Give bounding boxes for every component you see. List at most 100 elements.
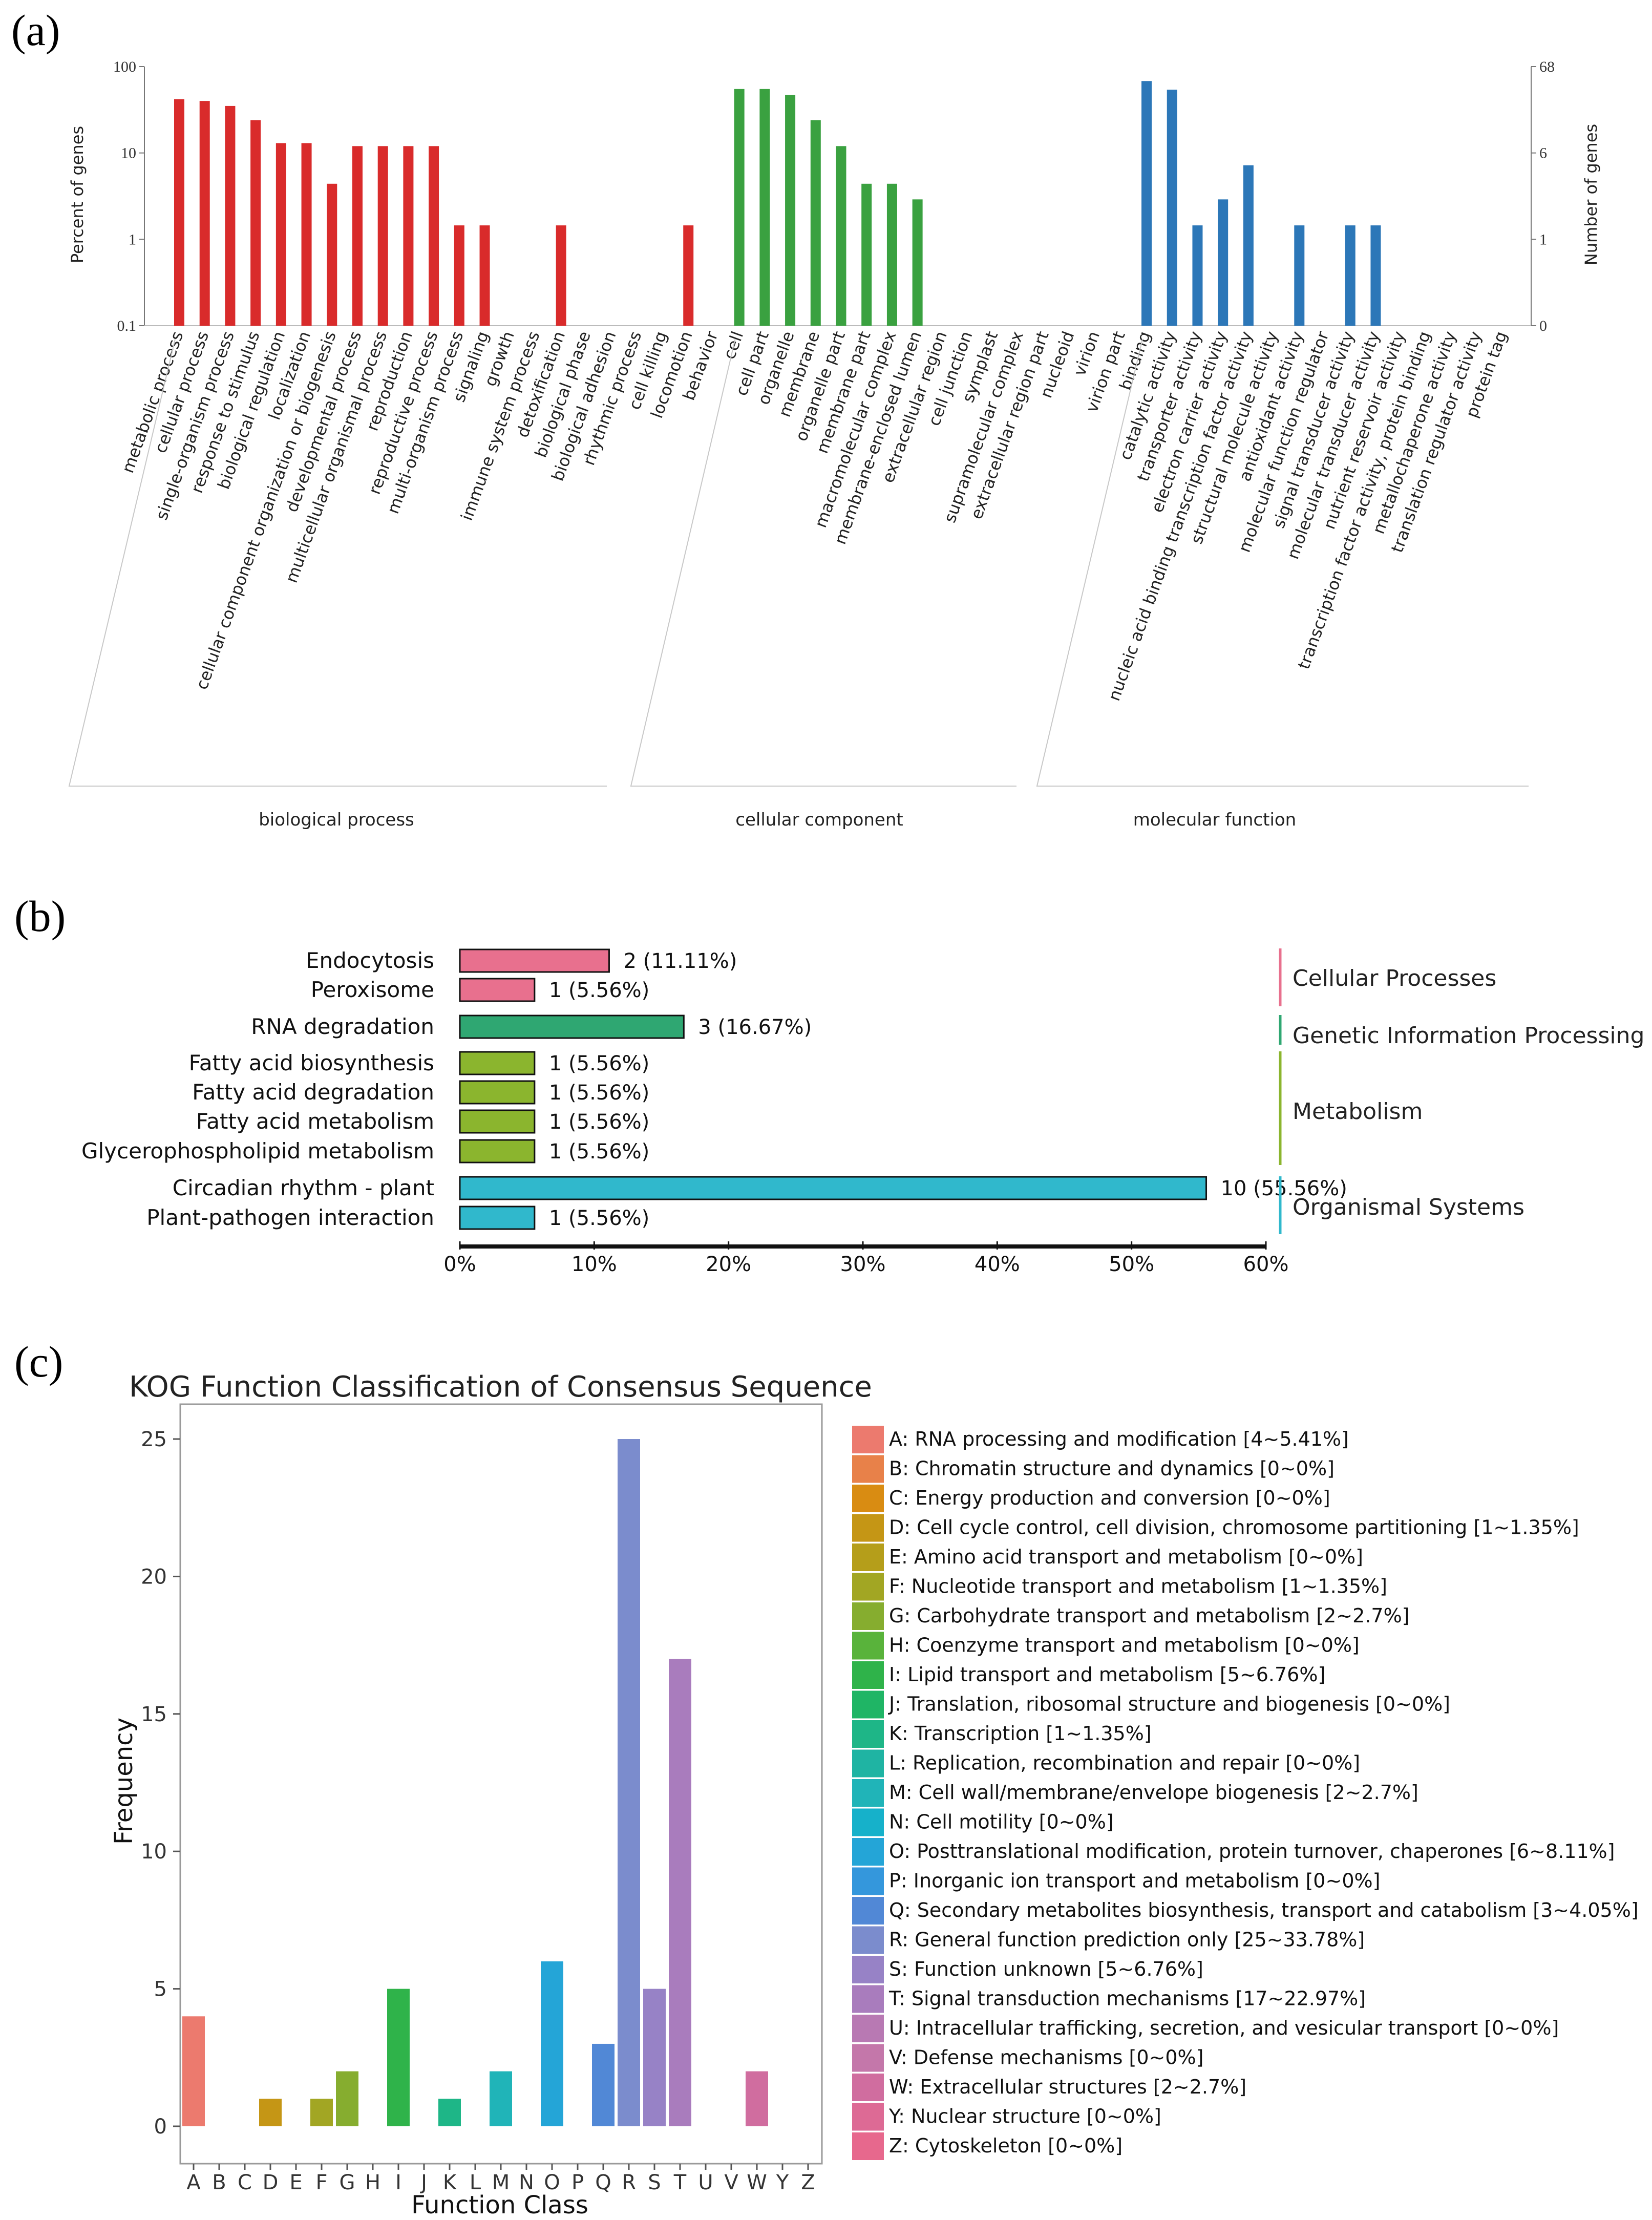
kog-legend-entry: I: Lipid transport and metabolism [5~6.7… [889, 1663, 1325, 1686]
kog-legend-entry: M: Cell wall/membrane/envelope biogenesi… [889, 1781, 1418, 1804]
kog-legend-swatch [852, 1720, 884, 1748]
kog-x-tick-label: K [443, 2171, 457, 2194]
kegg-x-tick-label: 0% [443, 1253, 476, 1276]
kog-legend-entry: W: Extracellular structures [2~2.7%] [889, 2076, 1246, 2098]
kegg-bar [459, 978, 536, 1002]
go-bar [836, 146, 846, 326]
kog-x-tick-label: F [315, 2171, 327, 2194]
kegg-group-label: Metabolism [1293, 1098, 1423, 1125]
kog-x-tick-label: Z [801, 2171, 815, 2194]
kog-legend-entry: F: Nucleotide transport and metabolism [… [889, 1575, 1387, 1598]
kog-legend-swatch [852, 1956, 884, 1983]
kog-legend-swatch [852, 1455, 884, 1483]
kegg-x-tick-label: 20% [706, 1253, 751, 1276]
kog-legend-swatch [852, 1985, 884, 2013]
kog-legend-swatch [852, 1926, 884, 1954]
go-bar [174, 99, 184, 326]
kog-y-tick-label: 20 [141, 1565, 167, 1589]
go-bar [734, 89, 745, 326]
go-bar [1370, 225, 1381, 326]
kog-x-tick-label: I [395, 2171, 401, 2194]
kog-bar [438, 2099, 461, 2126]
kog-legend-swatch [852, 1514, 884, 1542]
go-ontology-label: molecular function [1133, 810, 1296, 830]
kegg-group-label: Cellular Processes [1293, 965, 1496, 991]
kog-legend-entry: B: Chromatin structure and dynamics [0~0… [889, 1457, 1335, 1480]
kog-legend-entry: N: Cell motility [0~0%] [889, 1811, 1114, 1833]
kog-x-tick-label: Q [595, 2171, 611, 2194]
kog-bar [618, 1439, 640, 2126]
kog-legend-entry: A: RNA processing and modification [4~5.… [889, 1428, 1349, 1450]
kegg-bar [459, 1014, 685, 1039]
kegg-pathway-label: RNA degradation [251, 1014, 434, 1039]
go-bar [1218, 199, 1229, 326]
go-bars [174, 81, 1381, 326]
go-bar [1192, 225, 1203, 326]
go-bar [327, 183, 337, 326]
kog-legend-swatch [852, 1749, 884, 1778]
go-bar [403, 146, 414, 326]
kegg-pathway-label: Endocytosis [306, 948, 434, 973]
kog-x-tick-label: J [419, 2171, 427, 2194]
kegg-bar [459, 1051, 536, 1075]
kog-legend-swatch [852, 2044, 884, 2072]
go-bar [683, 225, 694, 326]
kog-legend-swatch [852, 2132, 884, 2160]
kog-legend-swatch [852, 1426, 884, 1453]
kog-legend-entry: O: Posttranslational modification, prote… [889, 1840, 1615, 1863]
panel-label-c: (c) [14, 1337, 63, 1386]
kog-legend-entry: U: Intracellular trafficking, secretion,… [889, 2017, 1559, 2039]
kegg-bar-value: 1 (5.56%) [549, 1207, 649, 1230]
go-bar [785, 95, 796, 326]
kegg-pathway-label: Plant-pathogen interaction [146, 1205, 434, 1230]
kog-legend-swatch [852, 1897, 884, 1925]
kog-x-tick-label: H [365, 2171, 380, 2194]
kog-bar [746, 2071, 768, 2126]
kog-x-tick-label: D [263, 2171, 279, 2194]
go-bar [429, 146, 439, 326]
kegg-pathway-label: Fatty acid metabolism [196, 1109, 434, 1134]
go-bar [912, 199, 923, 326]
go-bar [1243, 165, 1254, 326]
kog-bar [669, 1659, 691, 2126]
kog-legend-entry: S: Function unknown [5~6.76%] [889, 1958, 1203, 1980]
kog-y-axis-label: Frequency [110, 1718, 138, 1845]
kog-legend-swatch [852, 1690, 884, 1719]
panel-label-b: (b) [14, 892, 66, 941]
go-bar [759, 89, 770, 326]
kog-legend-entry: H: Coenzyme transport and metabolism [0~… [889, 1634, 1360, 1657]
go-bar [352, 146, 363, 326]
kog-y-tick-label: 5 [154, 1978, 167, 2001]
kegg-bar-value: 2 (11.11%) [623, 949, 737, 973]
kegg-bar-value: 3 (16.67%) [698, 1016, 812, 1039]
go-y2-tick-label: 1 [1539, 231, 1547, 248]
kog-legend-swatch [852, 1838, 884, 1866]
kog-legend-swatch [852, 2103, 884, 2131]
kog-legend-swatch [852, 2074, 884, 2101]
kegg-bar-value: 10 (55.56%) [1221, 1177, 1347, 1200]
kegg-bar-value: 1 (5.56%) [549, 1140, 649, 1164]
kog-legend-entry: D: Cell cycle control, cell division, ch… [889, 1516, 1579, 1539]
kog-bar [541, 1961, 563, 2126]
go-ontology-label: biological process [259, 810, 414, 830]
kegg-group-label: Organismal Systems [1293, 1194, 1524, 1220]
go-y-tick-label: 0.1 [117, 318, 137, 334]
kog-x-tick-label: U [698, 2171, 713, 2194]
kog-legend-swatch [852, 1544, 884, 1571]
go-group-bracket [1036, 339, 1529, 787]
kegg-bar-value: 1 (5.56%) [549, 1052, 649, 1075]
kog-x-tick-label: V [724, 2171, 738, 2194]
kog-x-tick-label: W [747, 2171, 767, 2194]
kog-x-tick-label: M [492, 2171, 510, 2194]
kegg-pathway-label: Circadian rhythm - plant [173, 1175, 434, 1200]
kog-x-tick-label: C [238, 2171, 252, 2194]
kegg-pathway-label: Fatty acid degradation [192, 1080, 434, 1105]
kog-y-tick-label: 10 [141, 1840, 167, 1864]
kegg-group-label: Genetic Information Processing [1293, 1023, 1644, 1049]
kog-legend-entry: K: Transcription [1~1.35%] [889, 1722, 1152, 1745]
go-y-tick-label: 100 [113, 58, 136, 75]
go-bar [199, 101, 210, 326]
kog-x-tick-label: S [648, 2171, 661, 2194]
kog-legend-entry: R: General function prediction only [25~… [889, 1929, 1365, 1951]
